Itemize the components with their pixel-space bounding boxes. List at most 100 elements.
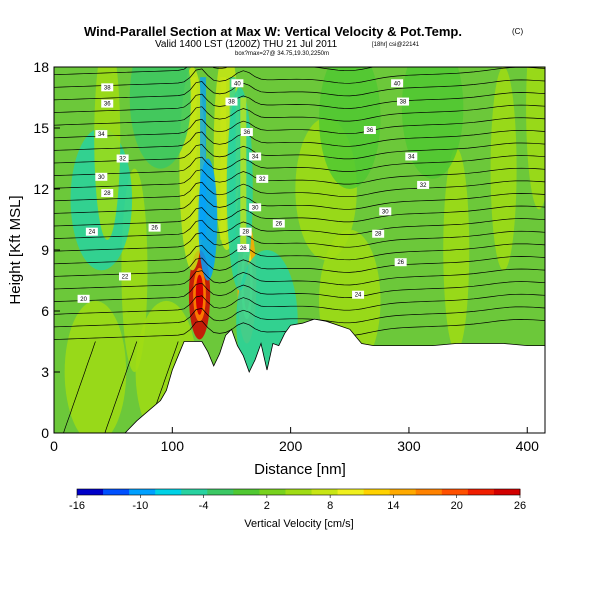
colorbar: -16 -10 -4 2 8 14 20 26 [69,488,526,512]
contour-label: 38 [397,97,410,106]
colorbar-label: Vertical Velocity [cm/s] [244,518,353,530]
colorbar-swatch [337,489,365,495]
contour-label-box [225,97,238,106]
contour-label-box [85,227,98,236]
y-tick-label: 9 [41,242,49,258]
colorbar-frame [76,488,521,496]
contour-label: 30 [95,172,108,181]
contour-label-box [101,83,114,92]
contour-label-box [237,243,250,252]
contour-label-box [417,180,430,189]
x-tick-label: 100 [161,438,185,454]
isentrope [54,167,545,189]
x-tick-label: 300 [397,438,421,454]
isentrope-lower [104,341,138,433]
contour-label-text: 22 [122,274,129,280]
isentrope [54,281,545,302]
isentrope [54,306,545,328]
contour-label-text: 36 [104,102,111,108]
contour-labels: 38 36 34 32 30 28 24 26 22 20 40 38 36 34 32 30 28 26 26 40… [77,79,430,303]
contour-label: 26 [148,223,161,232]
isentrope [54,67,545,88]
contour-label: 22 [118,272,131,281]
colorbar-tick-label: -10 [132,500,148,512]
y-tick-label: 18 [33,59,49,75]
contour-label-text: 36 [244,130,251,136]
w-cell [319,67,381,189]
colorbar-tick-label: 8 [327,500,333,512]
contour-label-box [231,79,244,88]
colorbar-tick-label: 26 [514,500,526,512]
y-tick-label: 0 [41,425,49,441]
contour-label-box [256,174,269,183]
contour-label-text: 30 [98,175,105,181]
contour-label-box [249,152,262,161]
w-streak [190,77,197,240]
contour-label-text: 26 [151,226,158,232]
potential-temperature-contours [54,67,545,433]
contour-label: 32 [417,180,430,189]
contour-label-box [77,294,90,303]
isentrope [54,243,545,265]
contour-label-text: 34 [98,132,105,138]
w-cell-core [195,274,204,315]
contour-label-text: 28 [242,230,249,236]
isentrope [54,180,545,202]
colorbar-swatch [285,489,313,495]
contour-label-text: 28 [104,191,111,197]
y-axis-label: Height [Kft MSL] [7,195,24,304]
isentrope-lower [63,341,96,433]
isentrope [54,293,545,315]
w-cell [64,300,127,433]
isentrope [54,193,545,214]
contour-label-text: 36 [367,128,374,134]
contour-label-text: 26 [275,222,282,228]
colorbar-swatch [415,489,443,495]
contour-label-text: 38 [104,85,111,91]
x-tick-label: 400 [516,438,540,454]
contour-label-text: 24 [89,230,96,236]
contour-label-box [372,229,385,238]
contour-label: 32 [116,154,129,163]
contour-label-text: 40 [234,81,241,87]
colorbar-swatch [233,489,260,495]
isentrope [54,104,545,126]
isentrope [54,205,545,227]
contour-label: 34 [249,152,262,161]
contour-label-box [379,207,392,216]
contour-label-box [363,126,376,135]
contour-label: 26 [272,219,285,228]
y-axis: 0 3 6 9 12 15 18 [33,59,60,441]
colorbar-tick-label: -4 [199,500,209,512]
contour-label: 34 [405,152,418,161]
contour-label-text: 24 [355,293,362,299]
colorbar-swatch [363,489,391,495]
contour-label: 30 [249,203,262,212]
w-streak [220,77,227,240]
contour-label-text: 26 [240,246,247,252]
colorbar-swatch [441,489,469,495]
isentrope [54,79,545,101]
colorbar-swatch [311,489,339,495]
contour-label: 28 [372,229,385,238]
contour-label-text: 32 [259,177,266,183]
chart-title-mark: (C) [512,27,523,36]
colorbar-swatch [155,489,182,495]
colorbar-tick-label: 20 [451,500,463,512]
colorbar-swatch [467,489,495,495]
contour-label-text: 20 [80,297,87,303]
contour-label-box [391,79,404,88]
contour-label: 40 [231,79,244,88]
w-cell [526,67,545,210]
y-tick-label: 15 [33,120,49,136]
contour-label-box [148,223,161,232]
colorbar-tick-label: -16 [69,500,85,512]
plot-area: 38 36 34 32 30 28 24 26 22 20 40 38 36 34 32 30 28 26 26 40… [54,67,545,433]
isentrope [54,268,545,290]
contour-label-box [405,152,418,161]
contour-label-text: 38 [400,100,407,106]
contour-label-box [240,128,253,137]
isentrope [54,92,545,113]
colorbar-swatch [259,489,286,495]
